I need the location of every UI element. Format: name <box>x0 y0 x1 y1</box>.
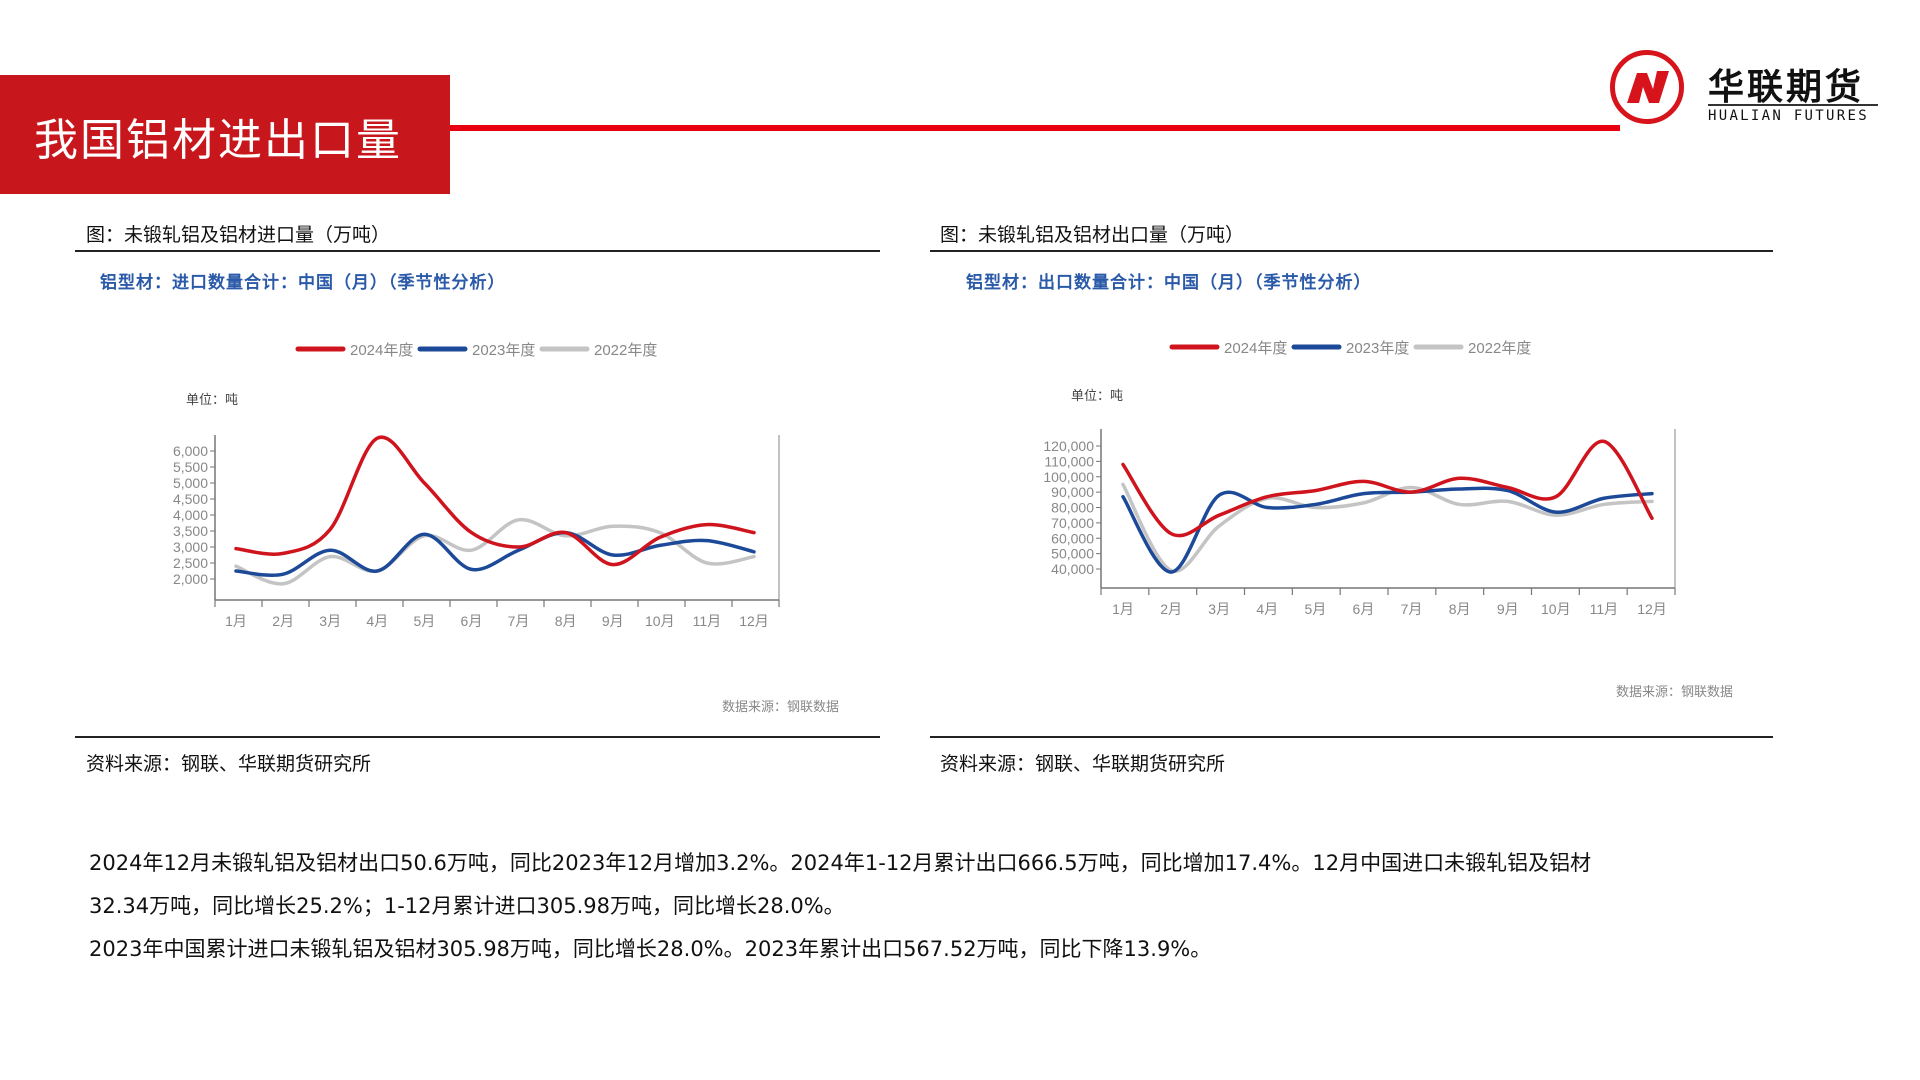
right-unit-label: 单位：吨 <box>1071 389 1124 404</box>
y-tick-label: 3,500 <box>173 523 208 539</box>
right-data-source: 数据来源：钢联数据 <box>1616 685 1734 700</box>
legend-label: 2024年度 <box>350 342 413 359</box>
x-tick-label: 6月 <box>461 613 483 629</box>
x-tick-label: 9月 <box>602 613 624 629</box>
x-tick-label: 6月 <box>1353 601 1375 617</box>
series-line-2024 <box>234 435 756 567</box>
y-tick-label: 6,000 <box>173 443 208 459</box>
y-tick-label: 80,000 <box>1051 500 1094 516</box>
x-tick-label: 2月 <box>1160 601 1182 617</box>
x-tick-label: 11月 <box>1590 601 1619 617</box>
y-tick-label: 100,000 <box>1043 469 1094 485</box>
left-figure-caption: 图：未锻轧铝及铝材进口量（万吨） <box>86 224 391 246</box>
right-source: 资料来源：钢联、华联期货研究所 <box>940 753 1226 775</box>
legend-label: 2023年度 <box>472 342 535 359</box>
left-data-source: 数据来源：钢联数据 <box>722 700 840 715</box>
right-top-rule <box>930 250 1773 252</box>
x-tick-label: 10月 <box>1541 601 1571 617</box>
y-tick-label: 90,000 <box>1051 484 1094 500</box>
summary-line-3: 2023年中国累计进口未锻轧铝及铝材305.98万吨，同比增长28.0%。202… <box>89 937 1212 961</box>
y-tick-label: 3,000 <box>173 539 208 555</box>
series-line-2023 <box>234 530 756 577</box>
y-tick-label: 2,000 <box>173 571 208 587</box>
x-tick-label: 7月 <box>1401 601 1423 617</box>
header-divider <box>450 125 1620 131</box>
y-tick-label: 70,000 <box>1051 515 1094 531</box>
y-tick-label: 2,500 <box>173 555 208 571</box>
legend-label: 2022年度 <box>1468 340 1531 357</box>
right-bottom-rule <box>930 736 1773 738</box>
y-tick-label: 120,000 <box>1043 438 1094 454</box>
y-tick-label: 110,000 <box>1044 453 1094 469</box>
x-tick-label: 3月 <box>319 613 341 629</box>
logo-name-en: HUALIAN FUTURES <box>1708 108 1869 124</box>
left-chart-subtitle: 铝型材：进口数量合计：中国（月）（季节性分析） <box>100 273 506 293</box>
y-tick-label: 5,500 <box>173 459 208 475</box>
x-tick-label: 4月 <box>1256 601 1278 617</box>
x-tick-label: 5月 <box>1304 601 1326 617</box>
legend-label: 2023年度 <box>1346 340 1409 357</box>
x-tick-label: 12月 <box>1637 601 1667 617</box>
title-banner <box>0 75 450 194</box>
logo-name-cn: 华联期货 <box>1708 67 1865 108</box>
summary-line-2: 32.34万吨，同比增长25.2%；1-12月累计进口305.98万吨，同比增长… <box>89 894 845 918</box>
y-tick-label: 40,000 <box>1051 561 1094 577</box>
x-tick-label: 8月 <box>555 613 577 629</box>
left-unit-label: 单位：吨 <box>186 393 239 408</box>
import-chart: 1月 2月 3月 4月 5月 6月 7月 8月 9月 10月 11月 12月 2,0002,5003,0… <box>173 342 780 629</box>
x-tick-label: 10月 <box>645 613 675 629</box>
legend-label: 2024年度 <box>1224 340 1287 357</box>
y-tick-label: 60,000 <box>1051 530 1094 546</box>
x-tick-label: 3月 <box>1208 601 1230 617</box>
x-tick-label: 7月 <box>508 613 530 629</box>
x-tick-label: 12月 <box>739 613 769 629</box>
left-bottom-rule <box>75 736 880 738</box>
series-line-2022 <box>234 518 756 586</box>
x-tick-label: 1月 <box>1112 601 1134 617</box>
x-tick-label: 11月 <box>693 613 722 629</box>
legend-label: 2022年度 <box>594 342 657 359</box>
x-tick-label: 2月 <box>272 613 294 629</box>
left-source: 资料来源：钢联、华联期货研究所 <box>86 753 372 775</box>
right-figure-caption: 图：未锻轧铝及铝材出口量（万吨） <box>940 224 1245 246</box>
x-tick-label: 9月 <box>1497 601 1519 617</box>
y-tick-label: 50,000 <box>1051 546 1094 562</box>
y-tick-label: 5,000 <box>173 475 208 491</box>
x-tick-label: 1月 <box>225 613 247 629</box>
summary-line-1: 2024年12月未锻轧铝及铝材出口50.6万吨，同比2023年12月增加3.2%… <box>89 851 1592 875</box>
y-tick-label: 4,500 <box>173 491 208 507</box>
right-chart-subtitle: 铝型材：出口数量合计：中国（月）（季节性分析） <box>966 273 1372 293</box>
x-tick-label: 4月 <box>366 613 388 629</box>
export-chart: 1月 2月 3月 4月 5月 6月 7月 8月 9月 10月 11月 12月 40,00050,0006… <box>1043 340 1676 617</box>
logo-icon <box>1610 50 1684 124</box>
left-top-rule <box>75 250 880 252</box>
series-line-2022 <box>1121 482 1654 573</box>
logo-divider <box>1708 104 1878 106</box>
y-tick-label: 4,000 <box>173 507 208 523</box>
series-line-2024 <box>1121 439 1654 538</box>
x-tick-label: 5月 <box>413 613 435 629</box>
page-title: 我国铝材进出口量 <box>34 115 402 166</box>
series-line-2023 <box>1121 486 1654 574</box>
x-tick-label: 8月 <box>1449 601 1471 617</box>
